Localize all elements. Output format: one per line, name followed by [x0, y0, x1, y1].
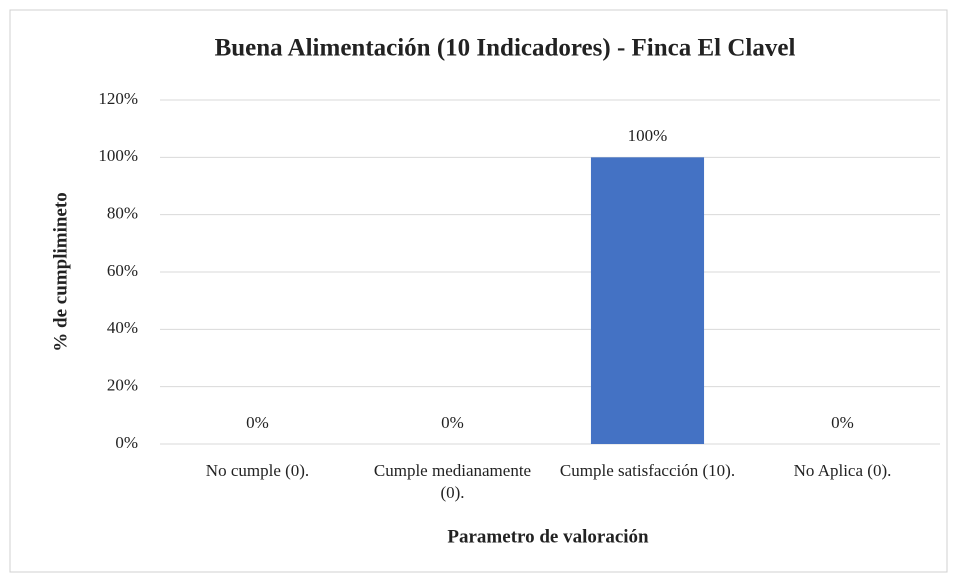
x-tick-label: No cumple (0).	[205, 461, 310, 480]
y-tick-label: 40%	[107, 318, 138, 337]
y-tick-label: 80%	[107, 204, 138, 223]
bar	[590, 157, 705, 445]
x-axis-label: Parametro de valoración	[447, 526, 649, 547]
y-tick-label: 100%	[98, 146, 138, 165]
data-label: 0%	[831, 413, 854, 432]
y-axis-label: % de cumplimineto	[50, 192, 71, 351]
y-tick-label: 0%	[115, 433, 138, 452]
x-tick-label: Cumple satisfacción (10).	[559, 461, 736, 480]
data-label: 0%	[246, 413, 269, 432]
y-tick-label: 20%	[107, 376, 138, 395]
y-tick-label: 120%	[98, 89, 138, 108]
chart-title: Buena Alimentación (10 Indicadores) - Fi…	[215, 35, 796, 62]
x-tick-label: No Aplica (0).	[793, 461, 892, 480]
x-tick-label: Cumple medianamente (0).	[373, 461, 532, 502]
y-tick-label: 60%	[107, 261, 138, 280]
chart-frame	[9, 9, 948, 573]
data-label: 100%	[628, 126, 668, 145]
data-label: 0%	[441, 413, 464, 432]
